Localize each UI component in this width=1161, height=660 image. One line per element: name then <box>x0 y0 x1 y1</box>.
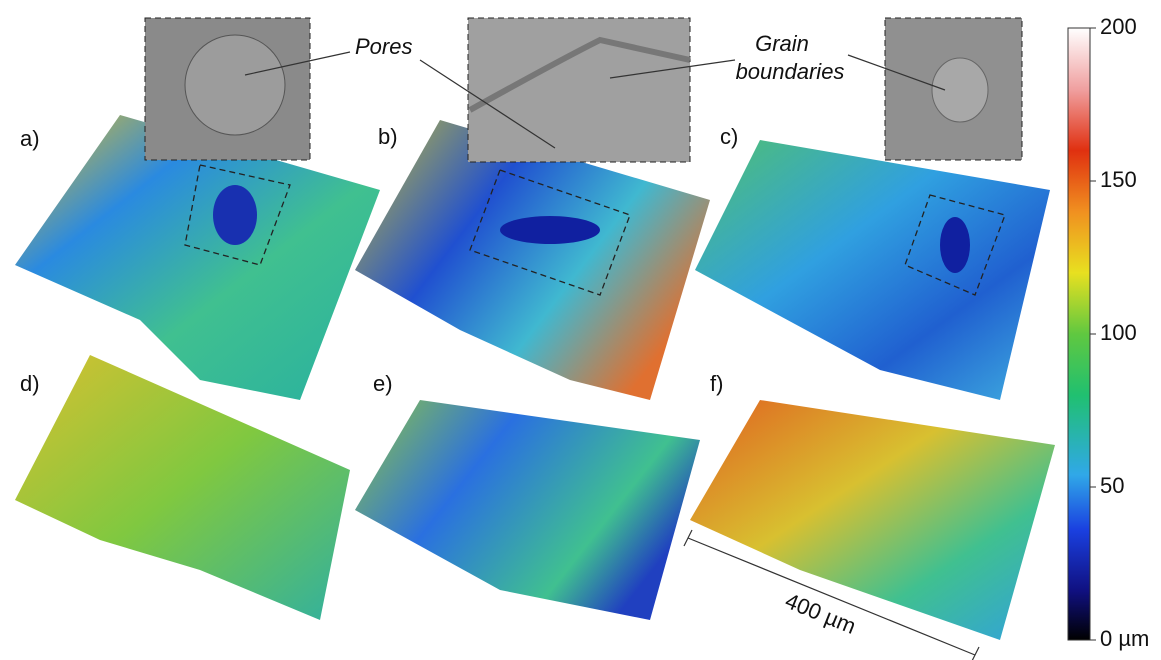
scale-label: 400 µm <box>782 588 860 639</box>
annotation: Pores <box>355 34 412 59</box>
scale-end <box>684 530 692 546</box>
panel-label: b) <box>378 124 398 149</box>
colorbar <box>1068 28 1090 640</box>
panel-label: c) <box>720 124 738 149</box>
insets <box>145 18 1022 162</box>
panel-label: d) <box>20 371 40 396</box>
surface-e <box>355 400 700 620</box>
figure: a) b) c) d) e) f) Pores Grain boundaries… <box>0 0 1161 660</box>
sem-feature <box>185 35 285 135</box>
page: a) b) c) d) e) f) Pores Grain boundaries… <box>0 0 1161 660</box>
surface-c <box>695 140 1050 400</box>
annotation: Grain <box>755 31 809 56</box>
pore <box>213 185 257 245</box>
pore <box>940 217 970 273</box>
panel-label: e) <box>373 371 393 396</box>
surfaces <box>15 115 1055 640</box>
colorbar-tick-label: 100 <box>1100 320 1137 345</box>
colorbar-tick-label: 0 µm <box>1100 626 1149 651</box>
panel-label: f) <box>710 371 723 396</box>
sem-feature <box>932 58 988 122</box>
panel-label: a) <box>20 126 40 151</box>
colorbar-tick-label: 50 <box>1100 473 1124 498</box>
colorbar-tick-label: 150 <box>1100 167 1137 192</box>
colorbar-tick-label: 200 <box>1100 14 1137 39</box>
pore <box>500 216 600 244</box>
annotation: boundaries <box>736 59 845 84</box>
surface-f <box>690 400 1055 640</box>
